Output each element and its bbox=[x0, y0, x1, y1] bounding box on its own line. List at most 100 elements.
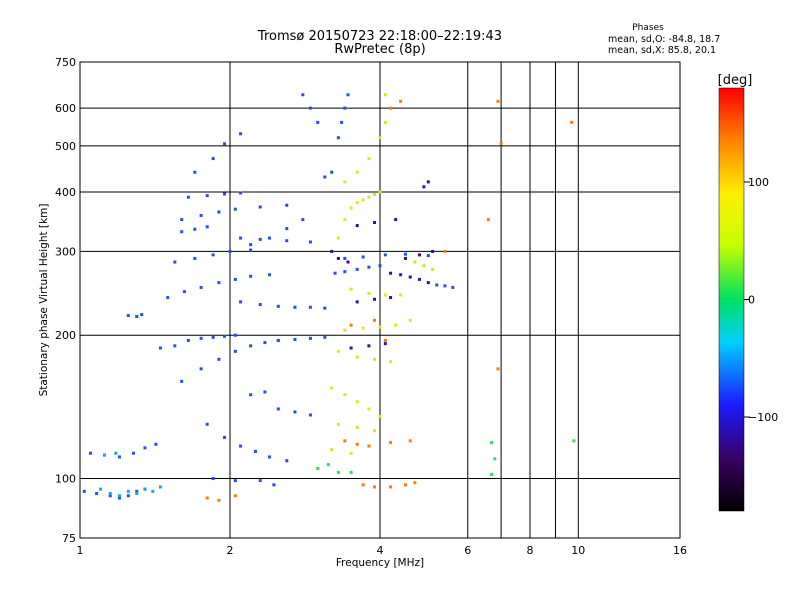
data-point bbox=[330, 170, 334, 174]
y-tick-label: 75 bbox=[62, 532, 76, 545]
data-point bbox=[140, 313, 144, 317]
data-point bbox=[490, 472, 494, 476]
data-point bbox=[373, 221, 377, 225]
data-point bbox=[186, 195, 190, 199]
data-point bbox=[117, 496, 121, 500]
data-point bbox=[99, 487, 103, 491]
data-point bbox=[343, 180, 347, 184]
data-point bbox=[199, 213, 203, 217]
data-point bbox=[431, 249, 435, 253]
data-point bbox=[383, 293, 387, 297]
data-point bbox=[343, 439, 347, 443]
data-point bbox=[367, 291, 371, 295]
data-point bbox=[496, 99, 500, 103]
data-point bbox=[186, 338, 190, 342]
data-point bbox=[355, 201, 359, 205]
data-point bbox=[258, 237, 262, 241]
data-point bbox=[361, 326, 365, 330]
data-point bbox=[426, 180, 430, 184]
data-point bbox=[336, 236, 340, 240]
gridlines bbox=[80, 62, 680, 538]
data-point bbox=[308, 305, 312, 309]
data-point bbox=[403, 483, 407, 487]
data-point bbox=[361, 483, 365, 487]
data-point bbox=[493, 457, 497, 461]
data-point bbox=[249, 243, 253, 247]
data-point bbox=[193, 256, 197, 260]
y-axis-ticks: 75 100 200 300 400 500 600 750 bbox=[55, 56, 76, 545]
data-point bbox=[199, 285, 203, 289]
data-point bbox=[349, 451, 353, 455]
data-point bbox=[293, 305, 297, 309]
x-axis-ticks: 1 2 4 6 8 10 16 bbox=[77, 544, 688, 557]
data-point bbox=[326, 463, 330, 467]
colorbar: [deg] 100 0 −100 bbox=[718, 73, 778, 512]
data-point bbox=[373, 193, 377, 197]
data-point bbox=[394, 218, 398, 222]
data-point bbox=[205, 225, 209, 229]
data-point bbox=[239, 236, 243, 240]
data-point bbox=[399, 273, 403, 277]
data-point bbox=[223, 192, 227, 196]
data-point bbox=[378, 325, 382, 329]
data-point bbox=[343, 218, 347, 222]
data-point bbox=[330, 448, 334, 452]
data-point bbox=[355, 267, 359, 271]
data-point bbox=[135, 492, 139, 496]
data-point bbox=[211, 477, 215, 481]
data-point bbox=[308, 336, 312, 340]
data-point bbox=[217, 210, 221, 214]
data-point bbox=[293, 337, 297, 341]
data-point bbox=[323, 306, 327, 310]
data-point bbox=[355, 355, 359, 359]
data-point bbox=[367, 344, 371, 348]
data-point bbox=[349, 346, 353, 350]
data-point bbox=[355, 170, 359, 174]
data-point bbox=[301, 93, 305, 97]
data-point bbox=[373, 357, 377, 361]
chart-title: Tromsø 20150723 22:18:00–22:19:43 bbox=[257, 29, 502, 44]
data-point bbox=[205, 194, 209, 198]
data-point bbox=[343, 328, 347, 332]
data-point bbox=[114, 451, 118, 455]
data-point bbox=[180, 379, 184, 383]
data-point bbox=[131, 451, 135, 455]
data-point bbox=[361, 198, 365, 202]
data-point bbox=[193, 170, 197, 174]
data-point bbox=[249, 393, 253, 397]
data-point bbox=[399, 99, 403, 103]
phases-title: Phases bbox=[632, 23, 664, 33]
data-point bbox=[135, 314, 139, 318]
data-point bbox=[373, 297, 377, 301]
data-point bbox=[443, 284, 447, 288]
data-point bbox=[486, 218, 490, 222]
data-point bbox=[233, 207, 237, 211]
data-point bbox=[336, 349, 340, 353]
data-point bbox=[383, 342, 387, 346]
y-tick-label: 400 bbox=[55, 186, 76, 199]
data-point bbox=[367, 444, 371, 448]
data-point bbox=[233, 333, 237, 337]
data-point bbox=[239, 132, 243, 136]
y-tick-label: 200 bbox=[55, 329, 76, 342]
data-point bbox=[422, 185, 426, 189]
data-point bbox=[267, 236, 271, 240]
data-point bbox=[426, 254, 430, 258]
data-point bbox=[367, 195, 371, 199]
data-point bbox=[180, 230, 184, 234]
data-point bbox=[426, 281, 430, 285]
data-point bbox=[340, 120, 344, 124]
data-point bbox=[126, 489, 130, 493]
data-point bbox=[355, 425, 359, 429]
y-tick-label: 100 bbox=[55, 473, 76, 486]
phases-mean-o: mean, sd,O: -84.8, 18.7 bbox=[608, 34, 720, 45]
data-point bbox=[276, 304, 280, 308]
x-tick-label: 4 bbox=[377, 544, 384, 557]
data-point bbox=[228, 249, 232, 253]
data-point bbox=[223, 142, 227, 146]
colorbar-ticks: 100 0 −100 bbox=[744, 176, 778, 424]
data-point bbox=[389, 360, 393, 364]
data-point bbox=[285, 227, 289, 231]
data-point bbox=[82, 489, 86, 493]
